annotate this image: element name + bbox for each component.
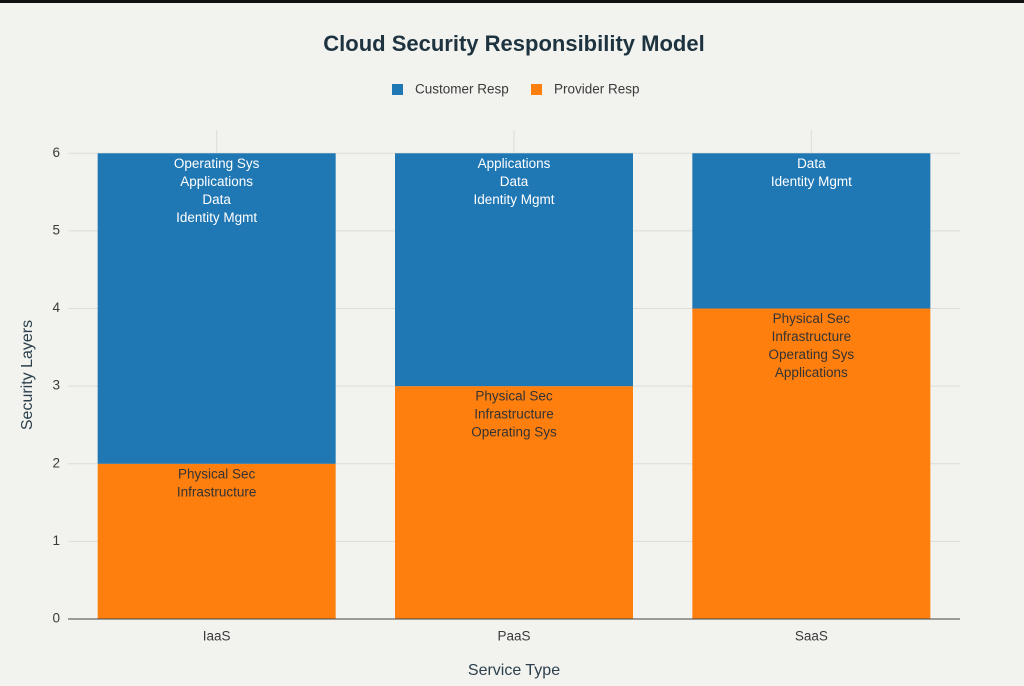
y-tick-label: 3 xyxy=(52,378,60,393)
bar-segment xyxy=(97,153,336,464)
segment-label: Applications xyxy=(180,174,253,189)
y-tick-label: 4 xyxy=(52,300,60,315)
y-tick-label: 1 xyxy=(52,533,60,548)
x-axis-title: Service Type xyxy=(468,662,560,679)
x-tick-label: SaaS xyxy=(795,629,828,644)
segment-label: Infrastructure xyxy=(772,329,852,344)
x-tick-label: IaaS xyxy=(203,629,231,644)
top-border xyxy=(0,0,1024,3)
legend-label: Provider Resp xyxy=(554,82,640,97)
segment-label: Physical Sec xyxy=(475,389,553,404)
legend-swatch xyxy=(531,84,542,95)
bar-segment xyxy=(692,308,931,619)
y-tick-label: 0 xyxy=(52,611,60,626)
y-tick-label: 5 xyxy=(52,222,60,237)
legend-swatch xyxy=(392,84,403,95)
bar-segment xyxy=(395,386,633,619)
segment-label: Physical Sec xyxy=(773,311,851,326)
segment-label: Applications xyxy=(478,156,551,171)
segment-label: Physical Sec xyxy=(178,466,256,481)
bar-segment xyxy=(395,153,633,387)
y-tick-label: 6 xyxy=(52,145,60,160)
segment-label: Operating Sys xyxy=(769,347,855,362)
bar-segment xyxy=(97,463,336,619)
bar-segment xyxy=(692,153,931,309)
segment-label: Data xyxy=(202,192,231,207)
y-axis-title: Security Layers xyxy=(19,320,36,430)
segment-label: Identity Mgmt xyxy=(473,192,554,207)
legend-label: Customer Resp xyxy=(415,82,509,97)
chart-title: Cloud Security Responsibility Model xyxy=(323,31,704,56)
segment-label: Applications xyxy=(775,365,848,380)
y-tick-label: 2 xyxy=(52,455,60,470)
segment-label: Infrastructure xyxy=(177,484,257,499)
segment-label: Operating Sys xyxy=(471,425,557,440)
x-tick-label: PaaS xyxy=(497,629,530,644)
segment-label: Data xyxy=(797,156,826,171)
segment-label: Identity Mgmt xyxy=(771,174,852,189)
segment-label: Infrastructure xyxy=(474,407,554,422)
segment-label: Operating Sys xyxy=(174,156,260,171)
segment-label: Identity Mgmt xyxy=(176,210,257,225)
segment-label: Data xyxy=(500,174,529,189)
